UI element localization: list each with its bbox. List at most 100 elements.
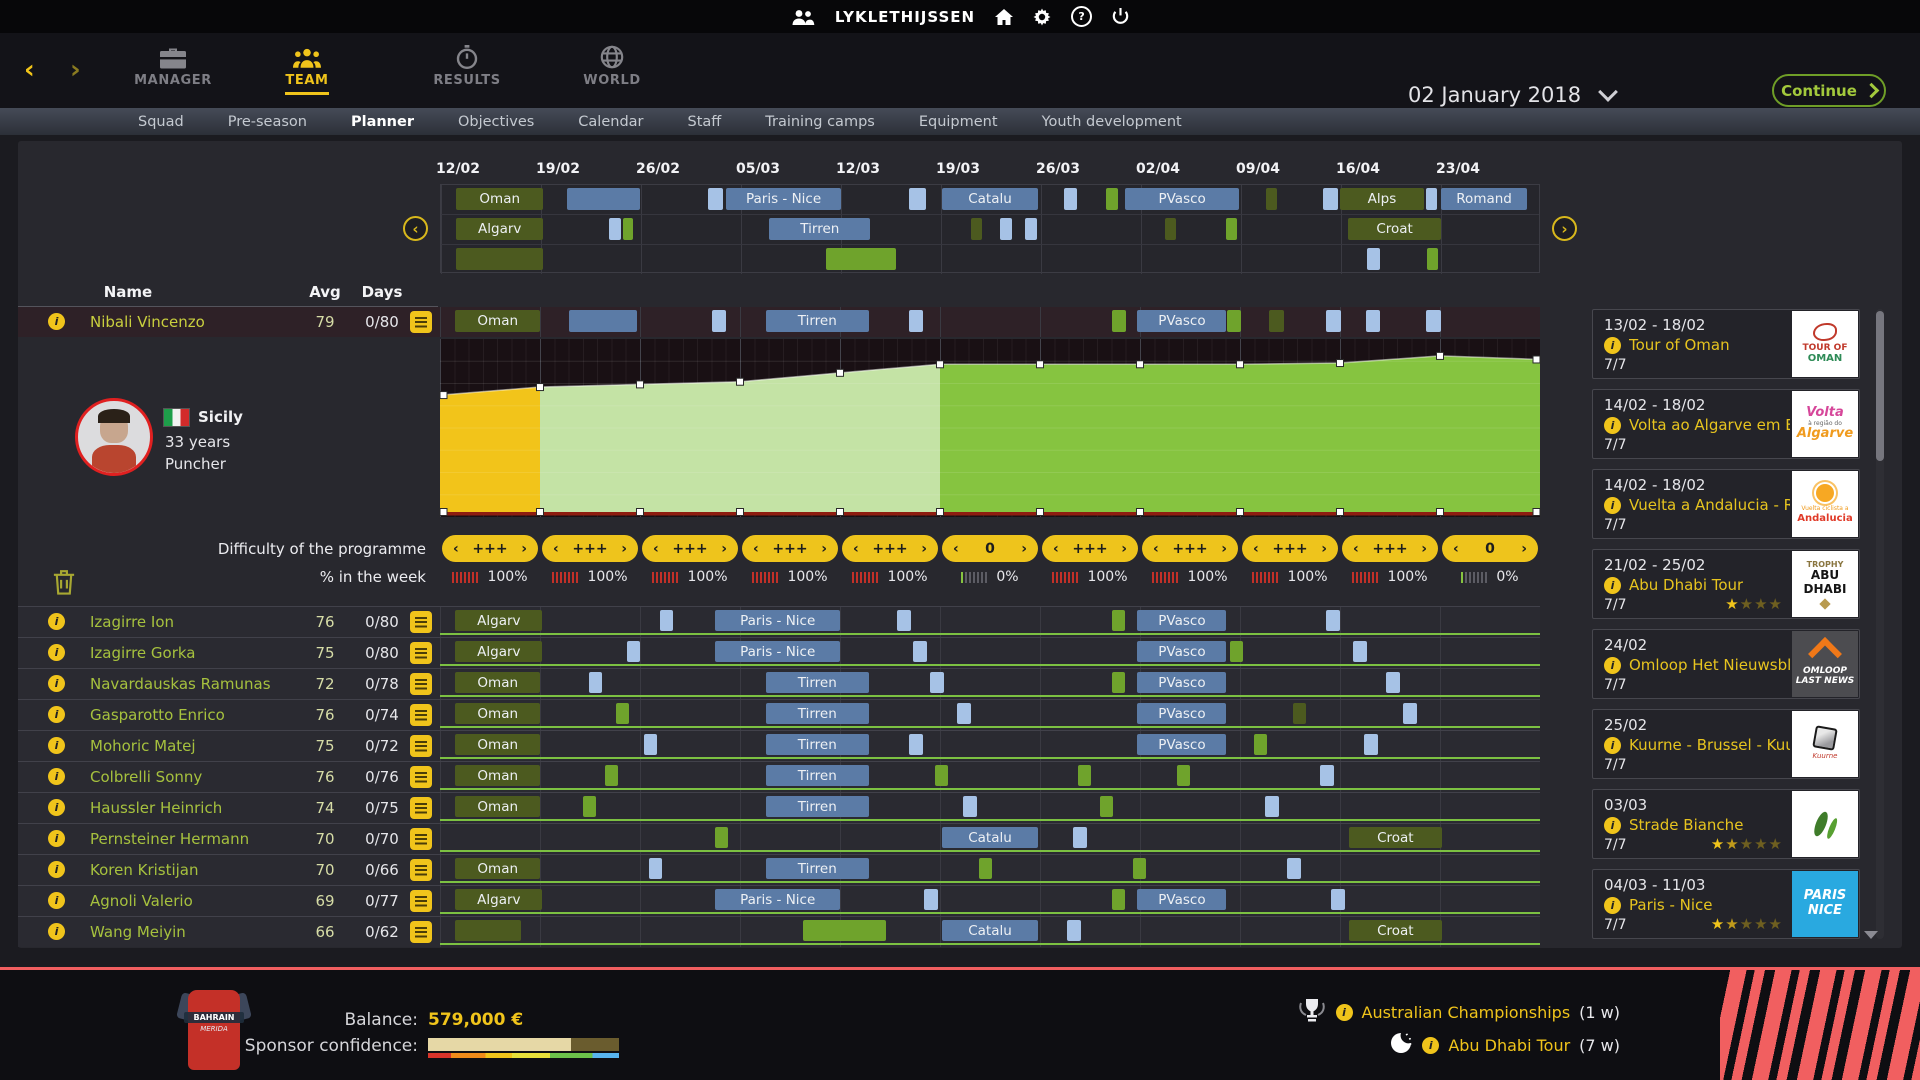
difficulty-pill[interactable]: ‹0›: [1442, 535, 1538, 562]
subnav-item-training-camps[interactable]: Training camps: [765, 114, 875, 130]
race-marker[interactable]: [1320, 765, 1334, 786]
race-bar[interactable]: Paris - Nice: [715, 610, 840, 631]
rider-row[interactable]: Izagirre Gorka750/80AlgarvParis - NicePV…: [18, 637, 1540, 668]
pill-decrease-icon[interactable]: ‹: [1053, 541, 1059, 557]
chart-handle[interactable]: [440, 509, 447, 516]
race-marker[interactable]: [616, 703, 629, 724]
chart-handle[interactable]: [440, 392, 447, 399]
race-marker[interactable]: [644, 734, 657, 755]
race-bar[interactable]: Oman: [455, 672, 540, 693]
race-bar[interactable]: Algarv: [455, 889, 542, 910]
race-marker[interactable]: [971, 218, 982, 240]
pill-increase-icon[interactable]: ›: [521, 541, 527, 557]
difficulty-pill[interactable]: ‹+++›: [842, 535, 938, 562]
info-icon[interactable]: [1604, 337, 1621, 354]
pill-increase-icon[interactable]: ›: [721, 541, 727, 557]
race-marker[interactable]: [909, 734, 923, 755]
difficulty-pill[interactable]: ‹+++›: [642, 535, 738, 562]
subnav-item-squad[interactable]: Squad: [138, 114, 184, 130]
info-icon[interactable]: [1604, 577, 1621, 594]
race-marker[interactable]: [1353, 641, 1367, 662]
pill-increase-icon[interactable]: ›: [621, 541, 627, 557]
scroll-down-icon[interactable]: [1864, 931, 1878, 939]
info-icon[interactable]: [1604, 897, 1621, 914]
chart-handle[interactable]: [1237, 509, 1244, 516]
programme-badge-icon[interactable]: [410, 766, 432, 788]
race-marker[interactable]: [963, 796, 977, 817]
info-icon[interactable]: [48, 737, 65, 754]
race-card[interactable]: 04/03 - 11/03Paris - Nice7/7★★★★★PARISNI…: [1592, 869, 1860, 939]
chart-handle[interactable]: [1237, 361, 1244, 368]
race-marker[interactable]: [627, 641, 640, 662]
chart-handle[interactable]: [1137, 361, 1144, 368]
race-bar[interactable]: PVasco: [1137, 310, 1226, 332]
info-icon[interactable]: [1604, 817, 1621, 834]
race-marker[interactable]: [1177, 765, 1190, 786]
programme-badge-icon[interactable]: [410, 828, 432, 850]
race-marker[interactable]: [913, 641, 927, 662]
race-marker[interactable]: [1078, 765, 1091, 786]
race-bar[interactable]: Tirren: [769, 218, 870, 240]
race-marker[interactable]: [1100, 796, 1113, 817]
race-marker[interactable]: [1227, 310, 1241, 332]
race-bar[interactable]: Tirren: [766, 858, 869, 879]
selected-rider-row[interactable]: Nibali Vincenzo 79 0/80 OmanTirrenPVasco: [18, 307, 1540, 337]
chart-handle[interactable]: [1337, 509, 1344, 516]
race-bar[interactable]: Oman: [455, 310, 540, 332]
rider-row[interactable]: Agnoli Valerio690/77AlgarvParis - NicePV…: [18, 885, 1540, 916]
race-bar[interactable]: Croat: [1349, 827, 1443, 848]
race-marker[interactable]: [1112, 672, 1125, 693]
programme-badge-icon[interactable]: [410, 797, 432, 819]
chart-handle[interactable]: [1533, 509, 1540, 516]
rider-row[interactable]: Izagirre Ion760/80AlgarvParis - NicePVas…: [18, 606, 1540, 637]
race-card[interactable]: 13/02 - 18/02Tour of Oman7/7TOUR OFOMAN: [1592, 309, 1860, 379]
race-marker[interactable]: [1226, 218, 1237, 240]
chart-handle[interactable]: [1533, 356, 1540, 363]
chart-handle[interactable]: [737, 509, 744, 516]
race-marker[interactable]: [1133, 858, 1146, 879]
race-marker[interactable]: [1073, 827, 1087, 848]
chart-handle[interactable]: [1437, 509, 1444, 516]
power-icon[interactable]: [1112, 8, 1129, 25]
race-marker[interactable]: [1323, 188, 1338, 210]
programme-badge-icon[interactable]: [410, 859, 432, 881]
difficulty-pill[interactable]: ‹+++›: [442, 535, 538, 562]
race-bar[interactable]: PVasco: [1137, 610, 1226, 631]
race-marker[interactable]: [1269, 310, 1283, 332]
programme-badge-icon[interactable]: [410, 704, 432, 726]
difficulty-pill[interactable]: ‹+++›: [1042, 535, 1138, 562]
race-marker[interactable]: [1106, 188, 1118, 210]
info-icon[interactable]: [48, 313, 65, 330]
race-bar[interactable]: Oman: [455, 734, 540, 755]
race-bar[interactable]: Paris - Nice: [715, 889, 840, 910]
race-bar[interactable]: Oman: [455, 765, 540, 786]
info-icon[interactable]: [48, 892, 65, 909]
tab-world[interactable]: WORLD: [547, 39, 677, 88]
race-bar[interactable]: Romand: [1441, 188, 1527, 210]
event-row-race[interactable]: Abu Dhabi Tour (7 w): [1270, 1031, 1620, 1059]
difficulty-pill[interactable]: ‹+++›: [1342, 535, 1438, 562]
race-marker[interactable]: [897, 610, 911, 631]
pill-decrease-icon[interactable]: ‹: [853, 541, 859, 557]
chart-handle[interactable]: [1037, 361, 1044, 368]
pill-decrease-icon[interactable]: ‹: [553, 541, 559, 557]
race-marker[interactable]: [1403, 703, 1417, 724]
rider-row[interactable]: Mohoric Matej750/72OmanTirrenPVasco: [18, 730, 1540, 761]
race-marker[interactable]: [1165, 218, 1176, 240]
rider-row[interactable]: Haussler Heinrich740/75OmanTirren: [18, 792, 1540, 823]
race-marker[interactable]: [609, 218, 621, 240]
difficulty-pill[interactable]: ‹+++›: [1142, 535, 1238, 562]
race-marker[interactable]: [957, 703, 971, 724]
race-marker[interactable]: [1265, 796, 1279, 817]
pill-decrease-icon[interactable]: ‹: [1353, 541, 1359, 557]
race-marker[interactable]: [1000, 218, 1012, 240]
pill-decrease-icon[interactable]: ‹: [753, 541, 759, 557]
pill-increase-icon[interactable]: ›: [1321, 541, 1327, 557]
rider-row[interactable]: Gasparotto Enrico760/74OmanTirrenPVasco: [18, 699, 1540, 730]
race-bar[interactable]: Algarv: [455, 641, 542, 662]
pill-decrease-icon[interactable]: ‹: [1153, 541, 1159, 557]
race-bar[interactable]: Algarv: [456, 218, 543, 240]
race-marker[interactable]: [1230, 641, 1243, 662]
history-back-icon[interactable]: ‹: [24, 57, 35, 83]
chart-handle[interactable]: [637, 381, 644, 388]
